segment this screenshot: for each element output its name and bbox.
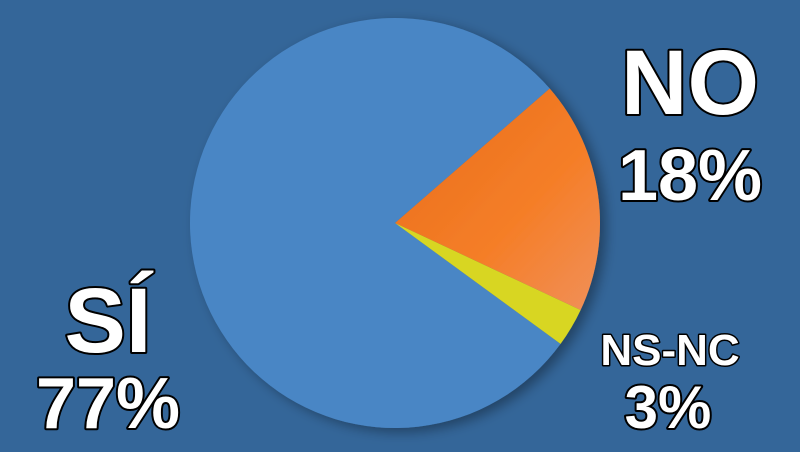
- label-si: SÍ: [65, 269, 154, 372]
- pie-slice-nsnc: [395, 223, 581, 344]
- value-ns-nc: 3%: [625, 374, 712, 441]
- label-ns-nc: NS-NC: [600, 326, 739, 375]
- label-no: NO: [621, 32, 759, 134]
- pie-slice-s: [190, 18, 561, 428]
- pie-slice-no: [395, 88, 600, 311]
- value-no: 18%: [618, 136, 762, 216]
- value-si: 77%: [36, 364, 180, 444]
